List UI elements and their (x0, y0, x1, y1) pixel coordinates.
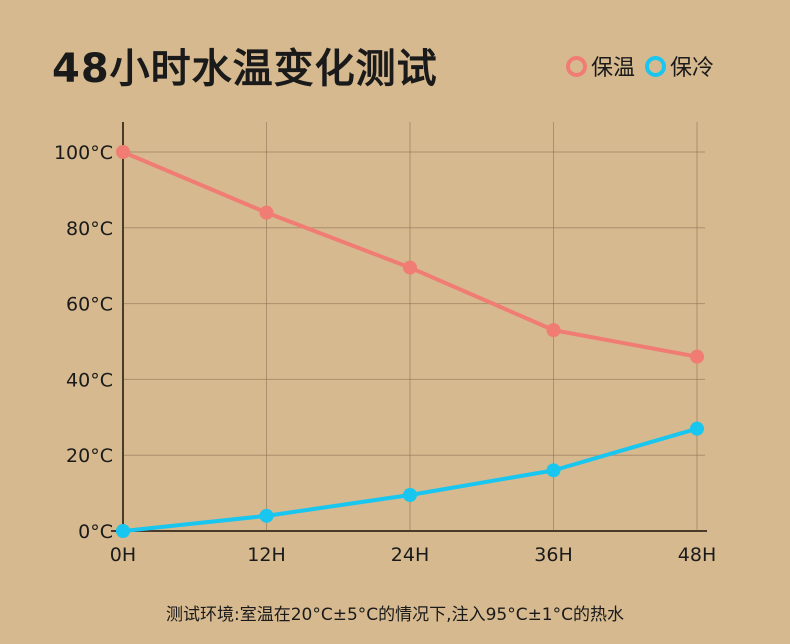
x-tick-label: 0H (110, 544, 136, 566)
data-point-hot (403, 260, 417, 275)
data-point-hot (546, 323, 561, 338)
data-point-hot (259, 205, 274, 220)
x-tick-label: 12H (247, 544, 285, 566)
legend-item-cold: 保冷 (645, 50, 714, 82)
x-tick-label: 36H (534, 544, 572, 566)
legend-label-hot: 保温 (591, 56, 636, 81)
data-point-cold (116, 524, 130, 538)
legend-swatch-hot-icon (566, 55, 587, 77)
data-point-cold (403, 487, 417, 502)
data-point-hot (690, 349, 704, 364)
data-point-hot (116, 145, 130, 159)
chart-title: 48小时水温变化测试 (52, 46, 438, 92)
x-tick-label: 24H (391, 544, 429, 566)
y-tick-label: 80°C (66, 218, 113, 240)
y-tick-label: 40°C (66, 369, 113, 391)
legend: 保温 保冷 (566, 50, 714, 82)
y-tick-label: 0°C (78, 521, 113, 543)
x-tick-label: 48H (678, 544, 716, 566)
data-point-cold (259, 508, 274, 523)
y-tick-label: 20°C (66, 445, 113, 467)
data-point-cold (546, 463, 561, 478)
test-conditions-note: 测试环境:室温在20°C±5°C的情况下,注入95°C±1°C的热水 (166, 605, 624, 625)
data-point-cold (690, 421, 704, 436)
legend-swatch-cold-icon (645, 55, 667, 77)
y-tick-label: 60°C (66, 294, 113, 316)
y-tick-label: 100°C (54, 142, 113, 164)
legend-item-hot: 保温 (566, 50, 635, 82)
legend-label-cold: 保冷 (670, 56, 715, 81)
